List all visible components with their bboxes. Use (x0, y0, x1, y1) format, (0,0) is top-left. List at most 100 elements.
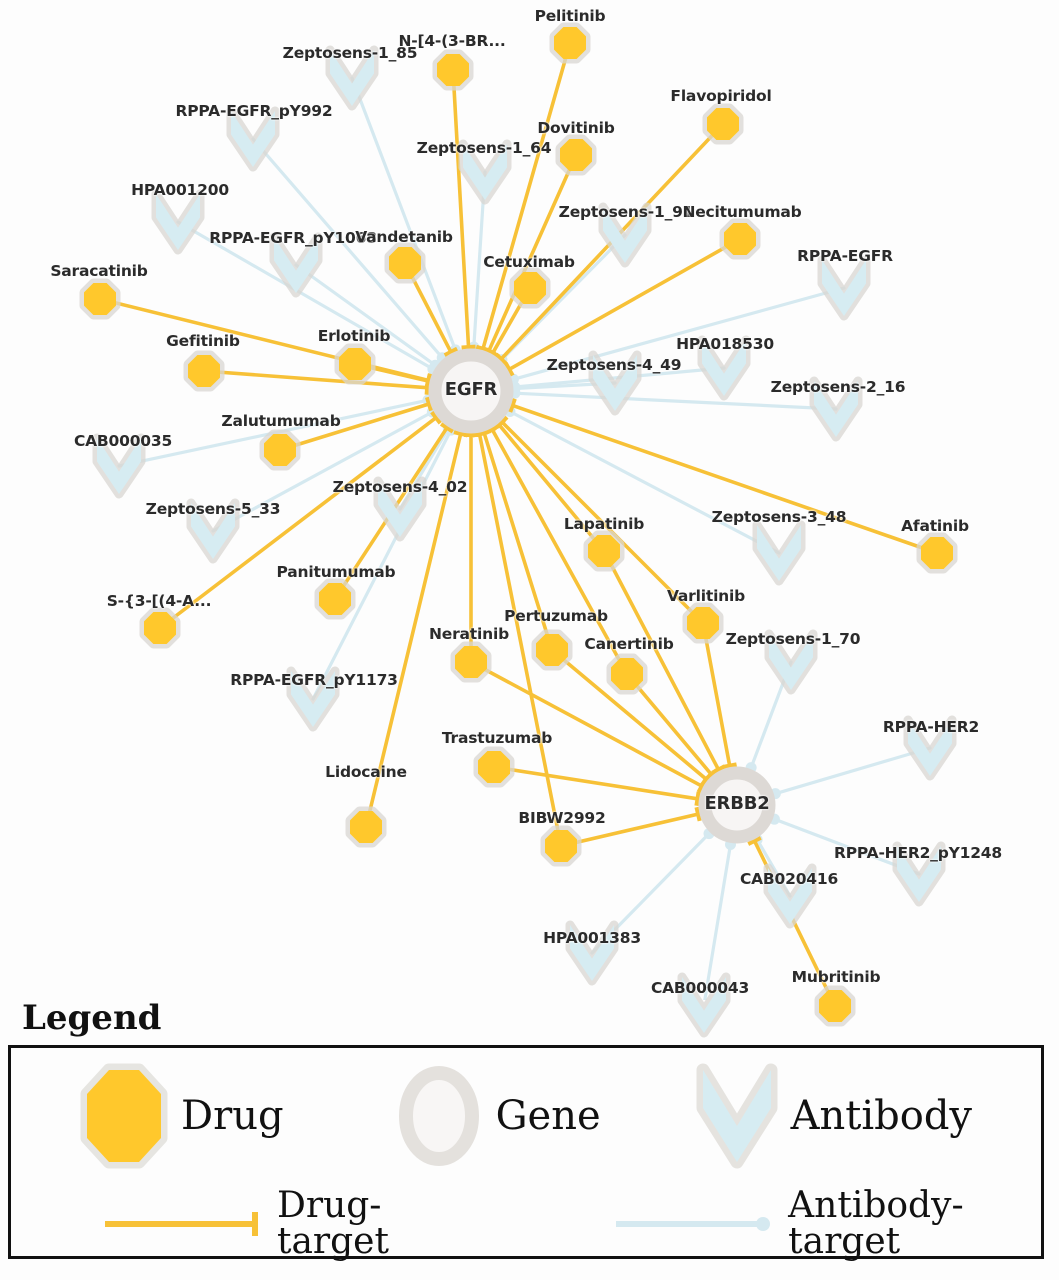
drug-edge-terminus (495, 415, 509, 429)
drug-node-label: Cetuximab (483, 253, 575, 271)
edge (625, 672, 714, 777)
drug-node[interactable] (578, 525, 629, 576)
edge (497, 423, 606, 553)
drug-node-label: N-[4-(3-BR... (398, 32, 506, 50)
edge (350, 76, 457, 352)
gene-node[interactable] (416, 336, 526, 446)
drug-node-label: Afatinib (901, 517, 969, 535)
drug-octagon-icon (80, 1063, 168, 1169)
antibody-node[interactable] (309, 35, 395, 121)
antibody-node-label: HPA018530 (676, 335, 774, 353)
antibody-node[interactable] (887, 705, 973, 791)
edge (492, 765, 700, 801)
antibody-node-label: RPPA-HER2 (882, 718, 980, 736)
legend-label-drug-target: Drug-target (277, 1185, 389, 1262)
drug-edge-terminus (694, 791, 701, 807)
network-canvas[interactable]: Zeptosens-1_85 RPPA-EGFR_pY992 Zeptosens-1… (0, 0, 1059, 1038)
gene-node[interactable] (686, 754, 788, 856)
drug-node[interactable] (178, 345, 229, 396)
antibody-node-label: Zeptosens-4_49 (546, 356, 682, 374)
antibody-node[interactable] (549, 910, 635, 996)
drug-edge-terminus (504, 362, 515, 377)
drug-node[interactable] (601, 648, 652, 699)
antibody-node[interactable] (170, 488, 256, 574)
drug-node[interactable] (379, 237, 430, 288)
drug-edge-terminus (430, 410, 442, 425)
legend-label-gene: Gene (495, 1093, 601, 1139)
drug-node[interactable] (526, 624, 577, 675)
drug-node[interactable] (714, 213, 765, 264)
drug-node[interactable] (427, 44, 478, 95)
edge (490, 427, 629, 676)
antibody-node[interactable] (876, 831, 962, 917)
antibody-node[interactable] (582, 192, 668, 278)
gene-node-label: EGFR (444, 379, 498, 400)
drug-node[interactable] (697, 98, 748, 149)
edge (477, 432, 563, 848)
antibody-node[interactable] (748, 619, 834, 705)
antibody-node-label: Zeptosens-1_70 (725, 630, 861, 648)
drug-edge-terminus (424, 396, 433, 412)
drug-node[interactable] (535, 820, 586, 871)
drug-node[interactable] (544, 17, 595, 68)
antibody-node[interactable] (661, 962, 747, 1048)
drug-node[interactable] (309, 573, 360, 624)
edge (602, 549, 721, 772)
antibody-node-label: Zeptosens-1_64 (416, 139, 552, 157)
edge (364, 431, 463, 829)
edge (451, 68, 471, 349)
edge (202, 369, 429, 390)
antibody-node[interactable] (801, 245, 887, 331)
antibody-node[interactable] (442, 129, 528, 215)
drug-node[interactable] (468, 741, 519, 792)
antibody-node[interactable] (572, 340, 658, 426)
drug-node[interactable] (809, 980, 860, 1031)
antibody-node[interactable] (793, 366, 879, 452)
drug-node[interactable] (911, 527, 962, 578)
drug-node[interactable] (445, 636, 496, 687)
legend-node-row: Drug Gene Antibody (80, 1063, 973, 1169)
drug-node-label: BIBW2992 (518, 809, 606, 827)
drug-node[interactable] (329, 338, 380, 389)
drug-node-label: Gefitinib (166, 332, 240, 350)
legend-label-antibody: Antibody (790, 1093, 973, 1139)
edge (510, 403, 939, 555)
edge (278, 402, 431, 452)
drug-node-label: Erlotinib (317, 327, 391, 345)
antibody-node-label: Zeptosens-5_33 (145, 500, 281, 518)
drug-node-label: S-{3-[(4-A... (106, 592, 212, 610)
antibody-node[interactable] (76, 423, 162, 509)
drug-node[interactable] (677, 597, 728, 648)
legend-label-drug: Drug (181, 1093, 284, 1139)
drug-target-edge-icon (105, 1212, 258, 1236)
antibody-node[interactable] (681, 325, 767, 411)
gene-node-label: ERBB2 (704, 793, 770, 814)
antibody-node[interactable] (270, 656, 356, 742)
edge (487, 153, 578, 353)
drug-edge-terminus (424, 380, 430, 395)
drug-node[interactable] (134, 602, 185, 653)
drug-node-label: Necitumumab (682, 203, 802, 221)
drug-node[interactable] (74, 273, 125, 324)
legend-item-drug: Drug (80, 1063, 284, 1169)
antibody-node[interactable] (210, 96, 296, 182)
antibody-node[interactable] (736, 510, 822, 596)
drug-node[interactable] (254, 424, 305, 475)
drug-node[interactable] (340, 801, 391, 852)
antibody-node[interactable] (135, 179, 221, 265)
edge (559, 812, 700, 848)
edge (507, 237, 742, 372)
drug-node[interactable] (550, 129, 601, 180)
edge (511, 286, 846, 381)
antibody-node[interactable] (253, 222, 339, 308)
drug-edge-terminus (508, 398, 517, 413)
drug-edge-terminus (439, 422, 454, 434)
antibody-node[interactable] (357, 466, 443, 552)
antibody-node-label: RPPA-EGFR_pY1068 (209, 229, 377, 247)
drug-node[interactable] (504, 262, 555, 313)
edge (500, 420, 705, 625)
antibody-node[interactable] (747, 853, 833, 939)
gene-ring-icon (398, 1066, 479, 1166)
edge (311, 428, 453, 701)
